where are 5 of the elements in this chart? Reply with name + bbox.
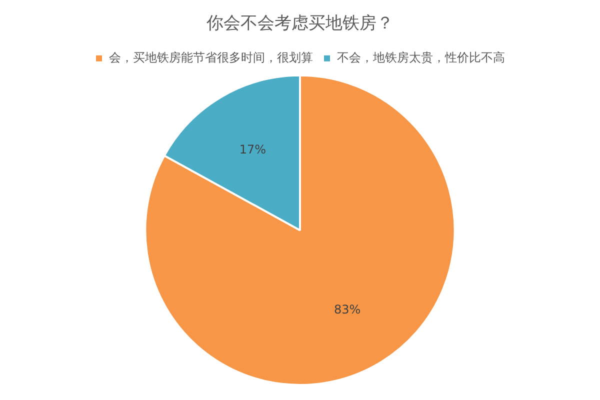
legend-label: 不会，地铁房太贵，性价比不高 <box>337 50 505 65</box>
data-label: 83% <box>334 302 361 316</box>
chart-title: 你会不会考虑买地铁房？ <box>206 14 394 34</box>
legend-label: 会，买地铁房能节省很多时间，很划算 <box>109 50 313 65</box>
data-label: 17% <box>239 142 266 156</box>
